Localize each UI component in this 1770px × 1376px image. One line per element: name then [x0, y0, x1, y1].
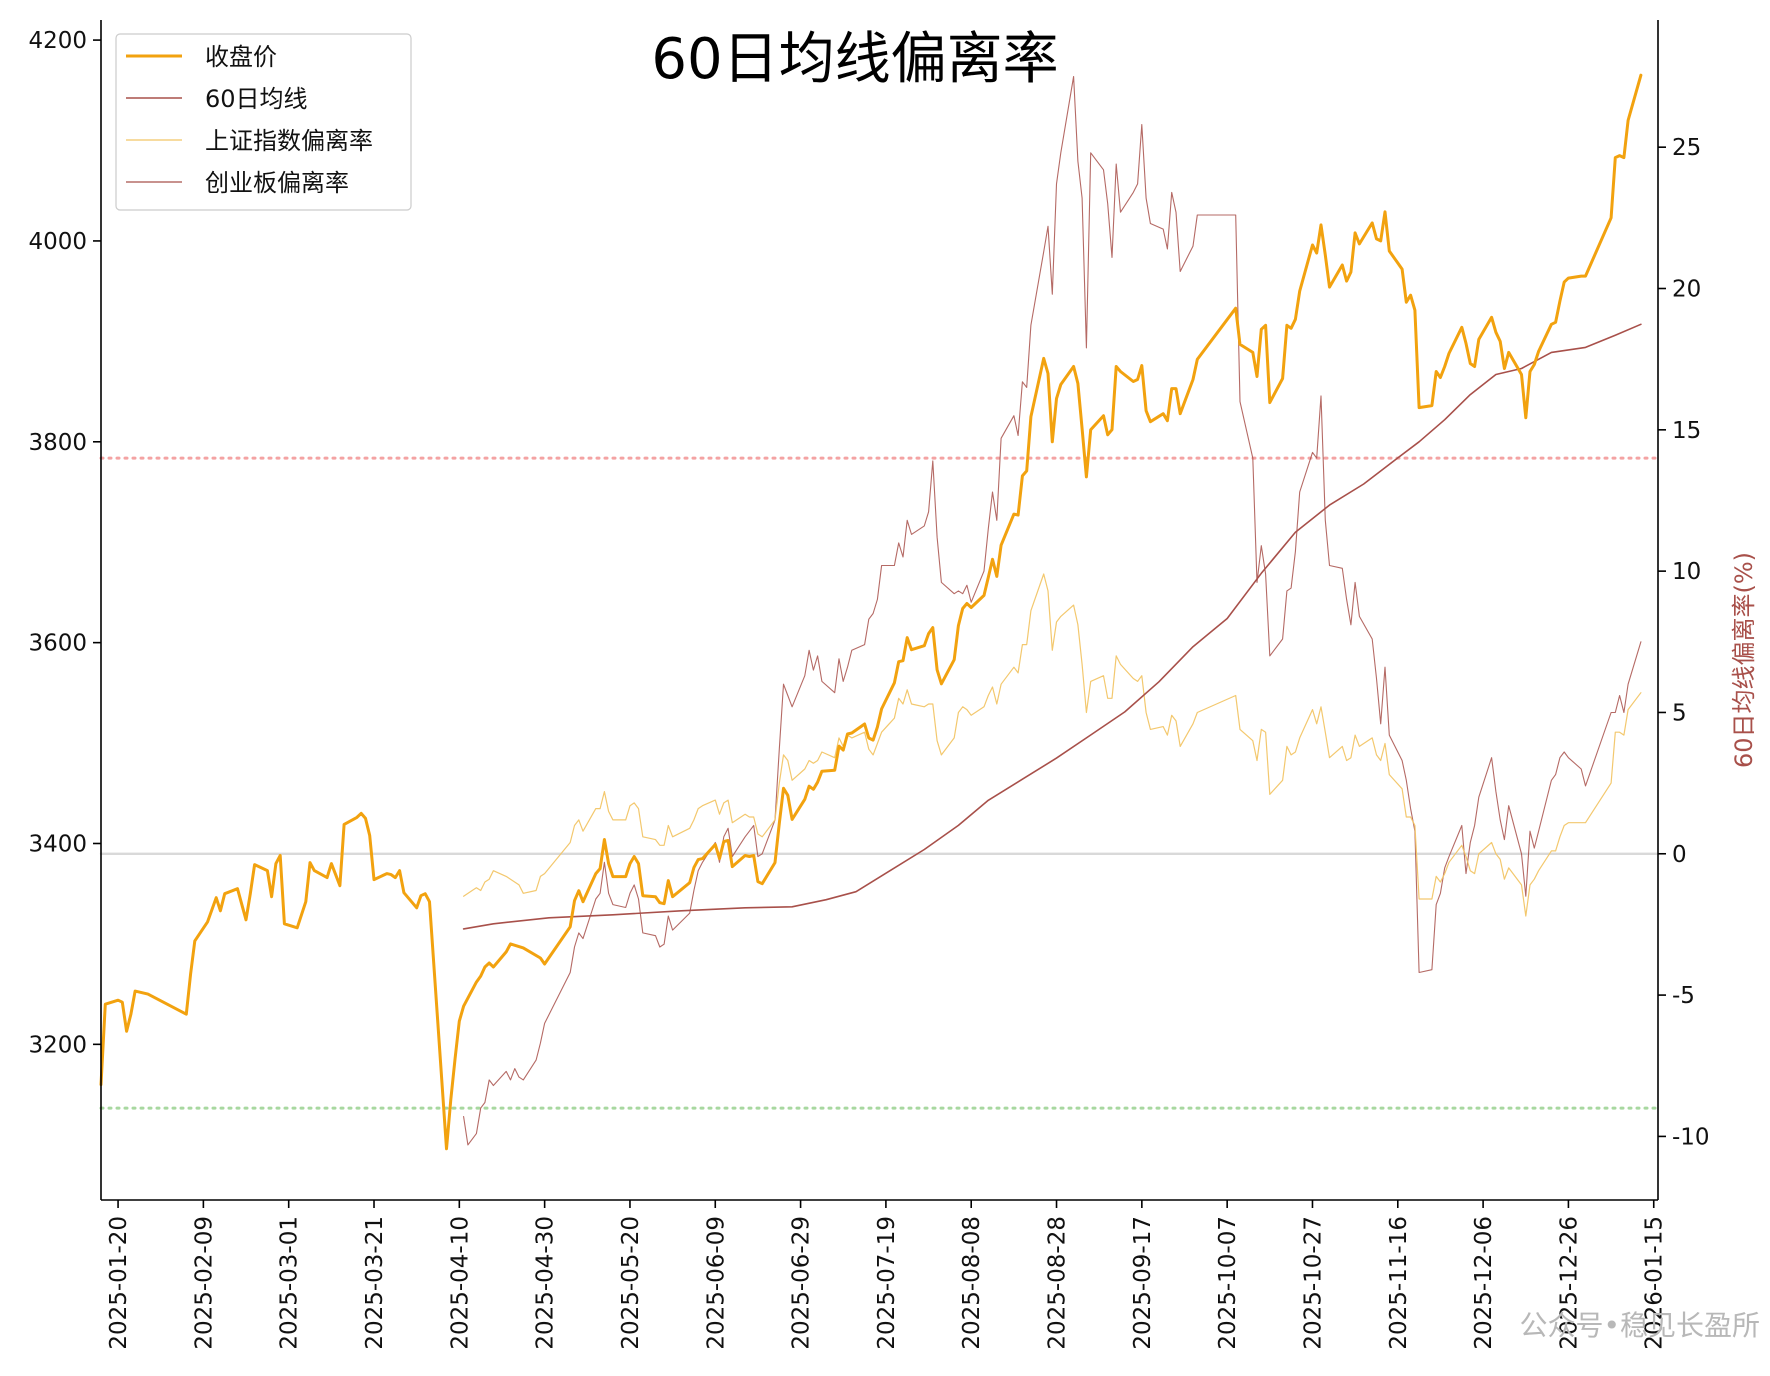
y-right-tick-20: 20 [1672, 277, 1701, 303]
x-tick-2025-04-10: 2025-04-10 [447, 1216, 473, 1350]
x-tick-2025-02-09: 2025-02-09 [191, 1216, 217, 1350]
x-tick-2025-12-06: 2025-12-06 [1471, 1216, 1497, 1350]
x-tick-2025-12-26: 2025-12-26 [1556, 1216, 1582, 1350]
y-right-tick-15: 15 [1672, 418, 1701, 444]
x-tick-2025-11-16: 2025-11-16 [1386, 1216, 1412, 1350]
x-tick-2025-01-20: 2025-01-20 [106, 1216, 132, 1350]
series-layer [99, 73, 1643, 1151]
x-tick-2025-05-20: 2025-05-20 [618, 1216, 644, 1350]
ticks: 3200 3400 3600 3800 4000 4200 -10 -5 0 5 10 15 20 25 2… [28, 28, 1709, 1350]
legend-label-close: 收盘价 [205, 43, 277, 71]
y-right-tick-10: -10 [1672, 1124, 1710, 1150]
series-chinext-deviation [463, 75, 1642, 1146]
y-right-tick-5: 5 [1672, 700, 1687, 726]
x-tick-2025-10-27: 2025-10-27 [1300, 1216, 1326, 1350]
legend: 收盘价 60日均线 上证指数偏离率 创业板偏离率 [115, 33, 412, 211]
x-tick-2025-03-21: 2025-03-21 [362, 1216, 388, 1350]
reference-lines [99, 456, 1660, 1110]
y-right-tick-25: 25 [1672, 135, 1701, 161]
series-sse-deviation [463, 573, 1642, 917]
x-tick-2025-04-30: 2025-04-30 [533, 1216, 559, 1350]
y-right-tick-0: 0 [1672, 842, 1687, 868]
legend-label-sse-deviation: 上证指数偏离率 [205, 127, 373, 155]
chart-title: 60日均线偏离率 [651, 27, 1058, 92]
y-right-tick-5: -5 [1672, 983, 1695, 1009]
series-ma60 [462, 323, 1642, 930]
y-right-tick-10: 10 [1672, 559, 1701, 585]
legend-label-ma60: 60日均线 [205, 85, 308, 113]
x-tick-2025-03-01: 2025-03-01 [277, 1216, 303, 1350]
y-left-tick-3800: 3800 [28, 430, 87, 456]
y-left-tick-3400: 3400 [28, 831, 87, 857]
y-left-tick-4200: 4200 [28, 28, 87, 54]
x-tick-2025-08-28: 2025-08-28 [1045, 1216, 1071, 1350]
x-tick-2026-01-15: 2026-01-15 [1642, 1216, 1668, 1350]
series-close-price [99, 73, 1643, 1151]
y-left-tick-3600: 3600 [28, 631, 87, 657]
x-tick-2025-06-29: 2025-06-29 [789, 1216, 815, 1350]
y-left-tick-3200: 3200 [28, 1032, 87, 1058]
watermark: 公众号•稳见长盈所 [1519, 1309, 1760, 1342]
right-axis-label: 60日均线偏离率(%) [1730, 552, 1758, 768]
legend-box [115, 33, 412, 211]
x-tick-2025-09-17: 2025-09-17 [1130, 1216, 1156, 1350]
x-tick-2025-06-09: 2025-06-09 [703, 1216, 729, 1350]
x-tick-2025-10-07: 2025-10-07 [1215, 1216, 1241, 1350]
x-tick-2025-08-08: 2025-08-08 [959, 1216, 985, 1350]
x-tick-2025-07-19: 2025-07-19 [874, 1216, 900, 1350]
y-left-tick-4000: 4000 [28, 229, 87, 255]
legend-label-chinext-deviation: 创业板偏离率 [205, 169, 349, 197]
